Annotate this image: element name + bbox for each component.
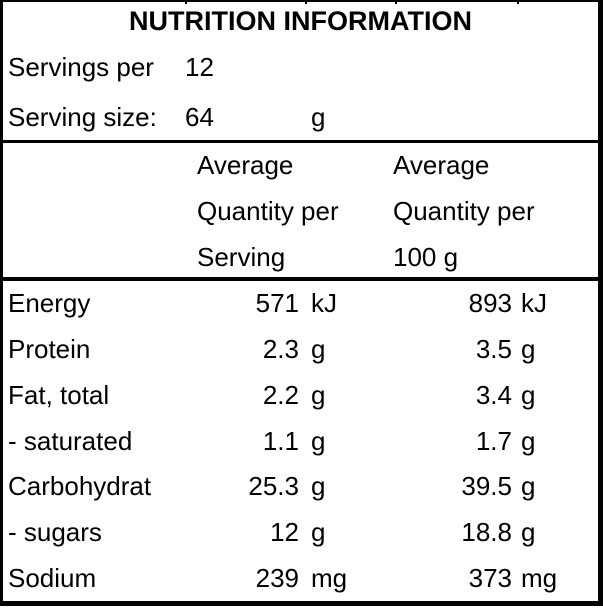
unit-per-serving: g xyxy=(311,379,326,410)
nutrient-label: Fat, total xyxy=(8,379,110,410)
header-line: Average xyxy=(393,150,490,180)
servings-per-value: 12 xyxy=(185,51,214,82)
column-header-per-serving: Average Quantity per Serving xyxy=(197,142,339,280)
nutrient-label: Carbohydrat xyxy=(8,471,152,502)
top-tick xyxy=(517,2,519,4)
value-per-100g: 373 xyxy=(468,562,512,593)
header-line: 100 g xyxy=(393,242,459,272)
label-title: NUTRITION INFORMATION xyxy=(129,6,472,36)
unit-per-serving: mg xyxy=(311,562,348,593)
unit-per-100g: g xyxy=(521,516,536,547)
value-per-serving: 239 xyxy=(255,562,299,593)
unit-per-100g: g xyxy=(521,379,536,410)
unit-per-100g: g xyxy=(521,425,536,456)
top-tick xyxy=(395,2,397,4)
nutrient-label: - sugars xyxy=(8,516,102,547)
value-per-100g: 3.4 xyxy=(475,379,512,410)
value-per-100g: 18.8 xyxy=(461,516,512,547)
header-line: Quantity per xyxy=(197,196,339,226)
nutrient-row: Protein 2.3 g 3.5 g xyxy=(3,327,598,373)
servings-per-label: Servings per xyxy=(8,51,154,82)
unit-per-serving: g xyxy=(311,471,326,502)
value-per-serving: 2.2 xyxy=(262,379,299,410)
header-line: Average xyxy=(197,150,294,180)
nutrient-row: Energy 571 kJ 893 kJ xyxy=(3,281,598,327)
nutrient-label: Protein xyxy=(8,334,91,365)
value-per-100g: 3.5 xyxy=(475,334,512,365)
nutrient-row: Sodium 239 mg 373 mg xyxy=(3,555,598,601)
serving-size-value: 64 xyxy=(185,101,214,132)
unit-per-serving: g xyxy=(311,425,326,456)
header-line: Serving xyxy=(197,242,286,272)
serving-size-row: Serving size: 64 g xyxy=(3,95,598,139)
top-tick xyxy=(305,2,307,4)
unit-per-100g: g xyxy=(521,334,536,365)
nutrient-label: Sodium xyxy=(8,562,97,593)
divider-line xyxy=(3,140,598,143)
servings-per-row: Servings per 12 xyxy=(3,45,598,89)
value-per-serving: 1.1 xyxy=(262,425,299,456)
unit-per-100g: kJ xyxy=(521,288,547,319)
unit-per-serving: kJ xyxy=(311,288,337,319)
top-tick xyxy=(185,2,187,4)
unit-per-serving: g xyxy=(311,334,326,365)
serving-size-unit: g xyxy=(311,101,326,132)
nutrient-row: Fat, total 2.2 g 3.4 g xyxy=(3,372,598,418)
value-per-100g: 39.5 xyxy=(461,471,512,502)
unit-per-serving: g xyxy=(311,516,326,547)
nutrient-row: - saturated 1.1 g 1.7 g xyxy=(3,418,598,464)
serving-size-label: Serving size: xyxy=(8,101,157,132)
nutrient-row: - sugars 12 g 18.8 g xyxy=(3,510,598,556)
divider-line xyxy=(3,277,598,281)
value-per-serving: 25.3 xyxy=(248,471,299,502)
value-per-serving: 12 xyxy=(270,516,299,547)
unit-per-100g: g xyxy=(521,471,536,502)
value-per-serving: 2.3 xyxy=(262,334,299,365)
column-header-per-100g: Average Quantity per 100 g xyxy=(393,142,535,280)
nutrient-label: - saturated xyxy=(8,425,133,456)
value-per-100g: 893 xyxy=(468,288,512,319)
nutrient-row: Carbohydrat 25.3 g 39.5 g xyxy=(3,464,598,510)
value-per-100g: 1.7 xyxy=(475,425,512,456)
header-line: Quantity per xyxy=(393,196,535,226)
unit-per-100g: mg xyxy=(521,562,558,593)
nutrient-label: Energy xyxy=(8,288,91,319)
value-per-serving: 571 xyxy=(255,288,299,319)
nutrient-table: Energy 571 kJ 893 kJ Protein 2.3 g 3.5 g… xyxy=(3,281,598,601)
